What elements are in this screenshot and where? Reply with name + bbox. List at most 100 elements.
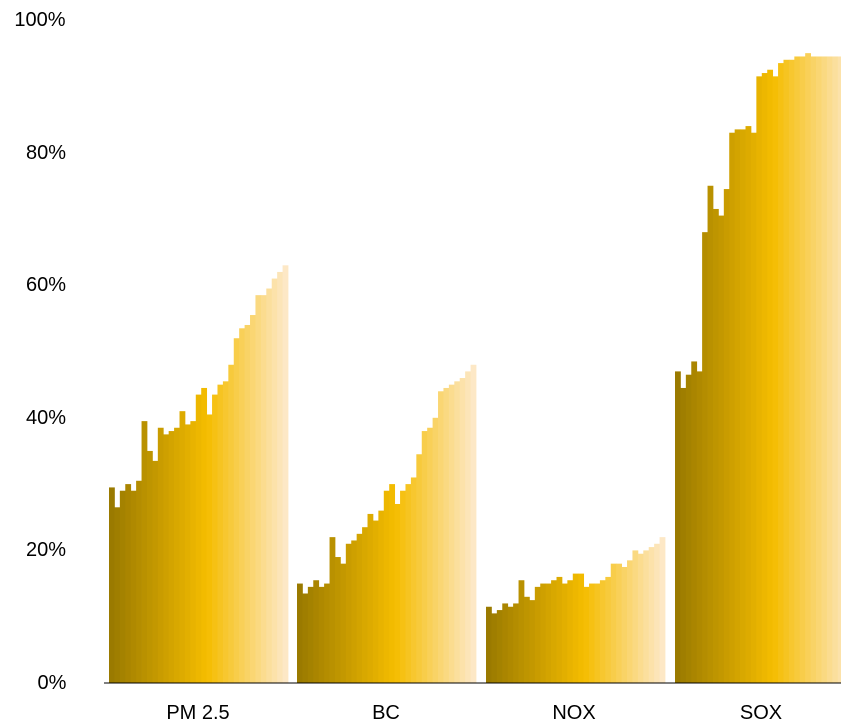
bar	[675, 371, 681, 683]
bars	[109, 53, 841, 684]
bar	[362, 527, 368, 683]
bar	[367, 513, 374, 683]
bar	[685, 374, 692, 683]
bar	[767, 69, 774, 684]
bar	[394, 503, 401, 683]
bar	[244, 324, 251, 683]
bar	[594, 583, 601, 683]
bar	[157, 427, 164, 683]
bar	[496, 610, 503, 683]
category-label-sox: SOX	[740, 702, 782, 724]
bar	[513, 603, 519, 683]
bar	[443, 387, 450, 683]
bar	[507, 606, 514, 683]
bar	[239, 328, 245, 683]
bar	[277, 271, 283, 683]
bar	[141, 421, 148, 683]
y-tick-label: 60%	[26, 274, 66, 296]
bar	[163, 434, 170, 684]
bar	[778, 63, 784, 683]
bar	[680, 387, 687, 683]
bar	[523, 596, 530, 683]
bar	[561, 583, 568, 683]
bar	[589, 583, 595, 683]
bar	[502, 603, 509, 683]
bar	[491, 613, 498, 683]
bar	[405, 484, 412, 683]
bar	[416, 454, 423, 683]
bar	[448, 384, 455, 683]
bar	[324, 583, 330, 683]
bar	[632, 550, 639, 683]
bar	[421, 431, 428, 683]
bar	[383, 490, 390, 683]
bar	[152, 460, 159, 683]
bar	[432, 417, 439, 683]
bar	[438, 391, 444, 683]
bar	[654, 543, 660, 683]
bar	[723, 189, 730, 683]
bar	[583, 586, 590, 683]
y-tick-label: 20%	[26, 539, 66, 561]
bar	[114, 507, 121, 683]
bar	[136, 480, 142, 683]
bar	[599, 580, 606, 683]
bar	[712, 208, 719, 683]
category-label-pm25: PM 2.5	[166, 702, 229, 724]
bar	[659, 537, 666, 683]
bar	[125, 484, 132, 683]
bar	[745, 126, 752, 683]
bar	[146, 450, 153, 683]
bar	[837, 56, 841, 684]
bar	[233, 338, 240, 683]
bar	[313, 580, 320, 683]
bar	[109, 487, 115, 683]
bar	[195, 394, 202, 683]
bar	[816, 56, 822, 684]
bar	[427, 427, 433, 683]
bar	[184, 424, 191, 683]
y-tick-label: 100%	[14, 9, 65, 31]
bar	[334, 557, 341, 683]
bar	[799, 56, 806, 684]
bar	[201, 387, 208, 683]
bar	[518, 580, 525, 683]
bar	[545, 583, 552, 683]
bar	[534, 586, 541, 683]
bar	[556, 576, 563, 683]
bar	[821, 56, 828, 684]
bar	[250, 315, 256, 683]
bar	[718, 215, 725, 683]
bar	[540, 583, 547, 683]
bar	[378, 510, 385, 683]
bar	[351, 540, 358, 683]
bar	[400, 490, 406, 683]
bar	[465, 371, 471, 683]
bar	[772, 76, 779, 684]
bar	[459, 378, 466, 683]
category-label-bc: BC	[372, 702, 400, 724]
bar	[627, 560, 633, 683]
bar	[260, 295, 267, 683]
bar	[832, 56, 839, 684]
bar	[222, 381, 229, 683]
bar	[826, 56, 833, 684]
bar	[228, 364, 235, 683]
bar	[794, 56, 801, 684]
bar	[454, 381, 461, 683]
bar	[271, 278, 278, 683]
bar	[302, 593, 309, 683]
bar	[372, 520, 379, 683]
bar	[470, 364, 477, 683]
bar	[266, 288, 273, 683]
bar	[340, 563, 347, 683]
bar	[788, 59, 795, 683]
bar	[282, 265, 289, 683]
bar	[578, 573, 585, 683]
bar	[410, 477, 417, 683]
bar	[329, 537, 336, 683]
bar	[307, 586, 314, 683]
bar	[179, 411, 186, 683]
bar	[810, 56, 817, 684]
bar	[529, 600, 536, 684]
